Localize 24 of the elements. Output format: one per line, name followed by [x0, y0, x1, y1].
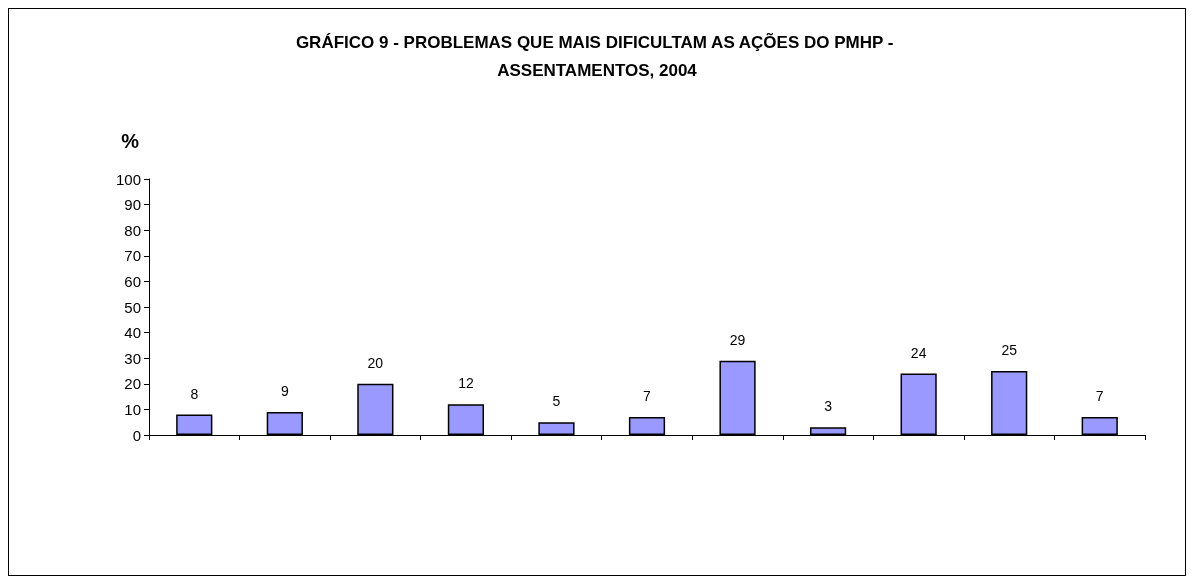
data-label: 24 — [910, 344, 927, 361]
y-tick-label: 40 — [124, 324, 141, 342]
chart-title: GRÁFICO 9 - PROBLEMAS QUE MAIS DIFICULTAM AS AÇÕES DO PMHP - ASSENTAMENTOS, 2004 — [295, 31, 899, 80]
data-label: 29 — [729, 331, 746, 348]
y-tick-label: 60 — [124, 272, 141, 290]
data-label: 9 — [280, 382, 289, 399]
y-tick-label: 70 — [124, 247, 141, 265]
data-label: 7 — [1095, 388, 1104, 405]
y-tick-label: 30 — [124, 349, 141, 367]
data-label: 3 — [824, 398, 833, 415]
y-axis-title: % — [121, 130, 140, 152]
data-label: 12 — [458, 375, 474, 392]
y-tick-label: 20 — [124, 375, 141, 393]
y-tick-label: 100 — [115, 170, 141, 188]
y-tick-label: 0 — [132, 426, 141, 444]
y-tick-label: 80 — [124, 221, 141, 239]
y-tick-label: 10 — [124, 400, 141, 418]
data-label: 25 — [1001, 342, 1018, 358]
data-label: 7 — [643, 388, 652, 405]
data-label: 5 — [552, 393, 561, 410]
y-tick-label: 50 — [124, 298, 141, 316]
y-tick-label: 90 — [124, 196, 141, 214]
data-label: 20 — [367, 354, 384, 371]
data-label: 8 — [190, 385, 199, 402]
